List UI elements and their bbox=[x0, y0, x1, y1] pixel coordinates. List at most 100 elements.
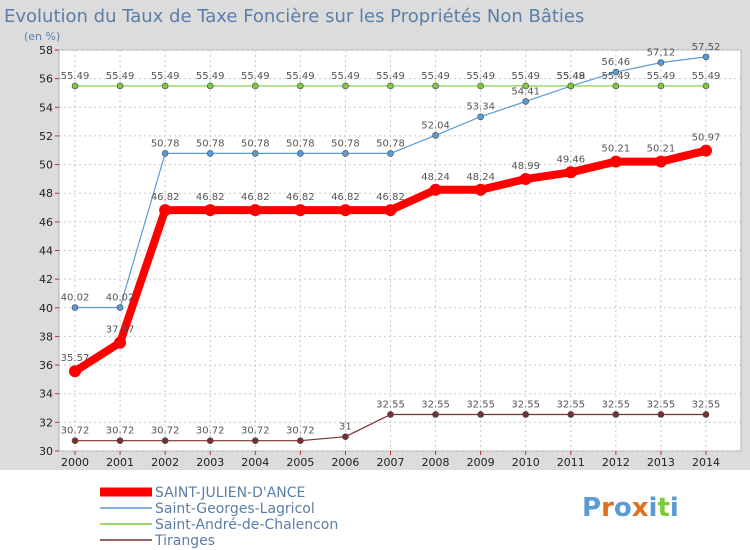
data-label-saint-georges-lagricol: 55.48 bbox=[556, 71, 585, 82]
data-point-saint-georges-lagricol bbox=[297, 150, 304, 157]
label-layer: 40.02 40.02 50.78 50.78 50.78 50.78 50.78 50.78… bbox=[61, 42, 721, 437]
data-label-tiranges: 32.55 bbox=[466, 399, 495, 410]
x-tick-label: 2012 bbox=[602, 456, 630, 469]
data-point-saint-julien-d-ance bbox=[564, 166, 577, 179]
data-point-tiranges bbox=[522, 411, 530, 418]
data-label-saint-georges-lagricol: 50.78 bbox=[331, 138, 360, 149]
data-point-saint-julien-d-ance bbox=[384, 204, 397, 217]
data-label-saint-julien-d-ance: 48.99 bbox=[511, 161, 540, 172]
data-point-saint-andr-de-chalencon bbox=[612, 82, 620, 90]
data-point-saint-julien-d-ance bbox=[339, 204, 352, 217]
axis-layer: 30 32 34 36 38 40 42 44 46 48 50 52 54 56 58 2000 2001 20… bbox=[39, 44, 720, 469]
y-tick-label: 38 bbox=[39, 330, 53, 343]
y-tick-label: 34 bbox=[39, 388, 53, 401]
data-point-saint-andr-de-chalencon bbox=[432, 82, 439, 90]
data-point-saint-georges-lagricol bbox=[612, 68, 620, 76]
data-point-saint-julien-d-ance bbox=[204, 204, 217, 217]
data-label-saint-andr-de-chalencon: 55.49 bbox=[511, 71, 540, 82]
data-point-saint-georges-lagricol bbox=[522, 98, 530, 105]
data-point-tiranges bbox=[251, 437, 259, 444]
data-label-saint-julien-d-ance: 46.82 bbox=[196, 192, 225, 203]
x-tick-label: 2009 bbox=[467, 456, 495, 469]
data-point-tiranges bbox=[206, 437, 214, 444]
data-point-saint-andr-de-chalencon bbox=[297, 82, 304, 90]
data-point-saint-georges-lagricol bbox=[206, 150, 214, 157]
series-layer bbox=[69, 53, 712, 444]
data-point-saint-andr-de-chalencon bbox=[567, 82, 575, 90]
data-point-tiranges bbox=[702, 411, 710, 418]
data-label-saint-georges-lagricol: 50.78 bbox=[196, 138, 225, 149]
y-tick-label: 48 bbox=[39, 187, 53, 200]
data-point-saint-julien-d-ance bbox=[249, 204, 262, 217]
data-label-saint-georges-lagricol: 50.78 bbox=[241, 138, 270, 149]
data-point-tiranges bbox=[387, 411, 394, 418]
data-label-saint-andr-de-chalencon: 55.49 bbox=[421, 71, 450, 82]
data-label-saint-andr-de-chalencon: 55.49 bbox=[647, 71, 676, 82]
data-point-saint-georges-lagricol bbox=[657, 59, 665, 66]
data-point-saint-julien-d-ance bbox=[114, 336, 127, 349]
data-label-saint-georges-lagricol: 40.02 bbox=[61, 292, 90, 303]
data-point-tiranges bbox=[477, 411, 484, 418]
data-point-tiranges bbox=[612, 411, 620, 418]
data-point-tiranges bbox=[116, 437, 124, 444]
data-label-tiranges: 32.55 bbox=[692, 399, 721, 410]
data-point-saint-georges-lagricol bbox=[251, 150, 259, 157]
data-point-saint-julien-d-ance bbox=[294, 204, 307, 217]
data-label-saint-andr-de-chalencon: 55.49 bbox=[692, 71, 721, 82]
data-point-saint-julien-d-ance bbox=[474, 183, 487, 196]
data-label-tiranges: 30.72 bbox=[286, 426, 315, 437]
x-tick-label: 2005 bbox=[286, 456, 314, 469]
data-label-saint-georges-lagricol: 57.12 bbox=[647, 48, 676, 59]
data-point-tiranges bbox=[297, 437, 304, 444]
data-label-saint-andr-de-chalencon: 55.49 bbox=[602, 71, 631, 82]
grid-layer bbox=[59, 49, 741, 452]
data-label-saint-julien-d-ance: 46.82 bbox=[331, 192, 360, 203]
data-point-saint-julien-d-ance bbox=[700, 144, 712, 157]
data-label-saint-andr-de-chalencon: 55.49 bbox=[106, 71, 135, 82]
legend-label: Saint-Georges-Lagricol bbox=[155, 501, 315, 517]
data-label-saint-andr-de-chalencon: 55.49 bbox=[556, 71, 585, 82]
x-tick-label: 2000 bbox=[61, 456, 89, 469]
data-label-tiranges: 32.55 bbox=[602, 399, 631, 410]
y-tick-label: 58 bbox=[39, 44, 53, 57]
data-point-saint-andr-de-chalencon bbox=[477, 82, 484, 90]
data-point-tiranges bbox=[657, 411, 665, 418]
logo-text: Proxiti bbox=[582, 493, 679, 523]
y-tick-label: 30 bbox=[39, 445, 53, 458]
x-tick-label: 2001 bbox=[106, 456, 134, 469]
data-label-tiranges: 30.72 bbox=[61, 426, 90, 437]
data-label-saint-andr-de-chalencon: 55.49 bbox=[196, 71, 225, 82]
legend: SAINT-JULIEN-D'ANCESaint-Georges-Lagrico… bbox=[100, 485, 338, 549]
data-label-saint-andr-de-chalencon: 55.49 bbox=[376, 71, 405, 82]
data-label-saint-julien-d-ance: 50.21 bbox=[647, 144, 676, 155]
proxiti-logo: Proxiti bbox=[582, 493, 679, 523]
x-tick-label: 2003 bbox=[196, 456, 224, 469]
data-label-saint-julien-d-ance: 50.97 bbox=[692, 133, 721, 144]
data-label-saint-georges-lagricol: 54.41 bbox=[511, 86, 540, 97]
data-label-saint-julien-d-ance: 46.82 bbox=[241, 192, 270, 203]
data-point-saint-georges-lagricol bbox=[71, 304, 79, 311]
data-label-saint-georges-lagricol: 52.04 bbox=[421, 120, 450, 131]
data-point-saint-georges-lagricol bbox=[477, 113, 484, 121]
data-point-saint-georges-lagricol bbox=[702, 53, 710, 61]
data-point-saint-julien-d-ance bbox=[654, 155, 667, 168]
data-point-saint-georges-lagricol bbox=[342, 150, 349, 157]
data-label-saint-julien-d-ance: 35.57 bbox=[61, 353, 90, 364]
data-point-saint-andr-de-chalencon bbox=[71, 82, 79, 90]
legend-area bbox=[0, 470, 750, 550]
data-label-saint-julien-d-ance: 46.82 bbox=[286, 192, 315, 203]
x-tick-label: 2008 bbox=[422, 456, 450, 469]
data-label-tiranges: 30.72 bbox=[106, 426, 135, 437]
x-tick-label: 2002 bbox=[151, 456, 179, 469]
x-tick-label: 2010 bbox=[512, 456, 540, 469]
data-label-saint-andr-de-chalencon: 55.49 bbox=[286, 71, 315, 82]
x-tick-label: 2014 bbox=[692, 456, 720, 469]
data-point-saint-andr-de-chalencon bbox=[206, 82, 214, 90]
y-tick-label: 54 bbox=[39, 101, 53, 114]
legend-label: Saint-André-de-Chalencon bbox=[155, 517, 338, 533]
data-point-saint-georges-lagricol bbox=[387, 150, 394, 157]
data-point-tiranges bbox=[161, 437, 169, 444]
data-label-saint-julien-d-ance: 49.46 bbox=[556, 154, 585, 165]
